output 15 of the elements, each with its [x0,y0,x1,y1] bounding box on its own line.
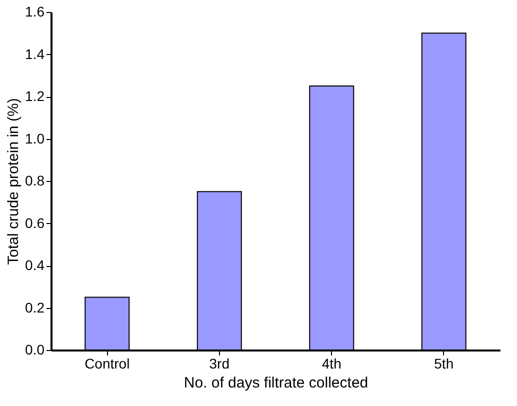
x-tick-label: Control [84,356,130,372]
y-axis-title: Total crude protein in (%) [5,98,22,265]
x-axis-title: No. of days filtrate collected [184,374,368,392]
y-tick-label: 0.4 [25,257,45,273]
x-tick-label: 5th [434,356,454,372]
y-tick-label: 0.0 [25,342,45,358]
x-tick-label: 3rd [209,356,230,372]
y-tick-label: 1.2 [25,88,45,104]
y-tick-label: 0.2 [25,299,45,316]
x-tick-label: 4th [322,356,342,372]
y-tick-label: 0.6 [25,214,45,231]
y-tick-label: 1.0 [25,130,45,146]
y-tick-label: 1.6 [25,4,45,20]
y-tick-label: 0.8 [25,172,45,188]
y-tick-label: 1.4 [25,46,45,62]
